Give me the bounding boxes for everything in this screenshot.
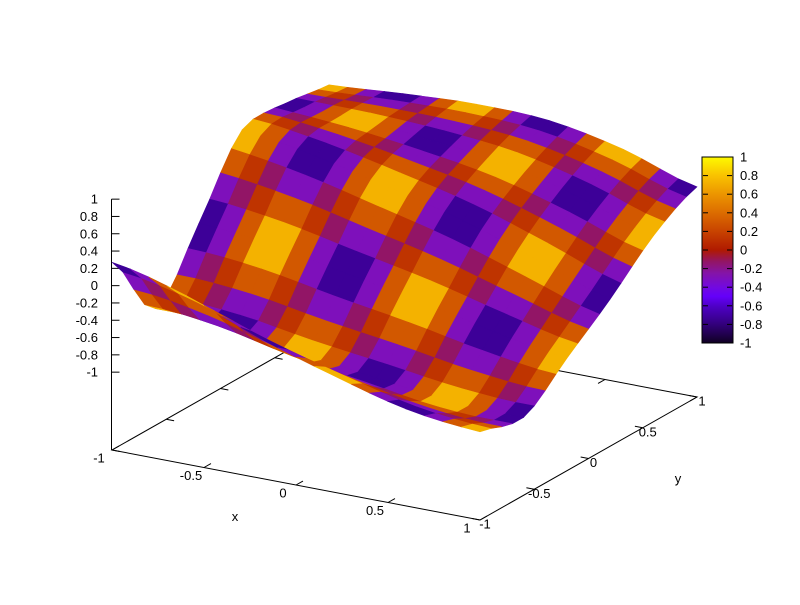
svg-text:0.4: 0.4 — [740, 205, 758, 220]
svg-text:-0.8: -0.8 — [740, 317, 762, 332]
svg-text:1: 1 — [740, 150, 747, 165]
svg-text:0: 0 — [590, 455, 597, 470]
svg-text:0.4: 0.4 — [80, 244, 98, 259]
svg-text:1: 1 — [463, 521, 470, 536]
colorbar: 1 0.8 0.6 0.4 0.2 0 -0.2 -0.4 -0.6 -0.8 -1 — [701, 150, 762, 351]
svg-text:0.5: 0.5 — [366, 503, 384, 518]
svg-text:-1: -1 — [93, 451, 105, 466]
x-axis-title: x — [232, 509, 239, 524]
svg-text:0.2: 0.2 — [740, 224, 758, 239]
base-border-and-ticks — [110, 326, 699, 521]
svg-text:0: 0 — [91, 278, 98, 293]
svg-text:-0.5: -0.5 — [528, 486, 550, 501]
svg-text:0: 0 — [740, 243, 747, 258]
svg-text:1: 1 — [91, 192, 98, 207]
svg-text:-0.5: -0.5 — [180, 468, 202, 483]
pm3d-surface — [111, 84, 698, 433]
svg-text:-0.6: -0.6 — [740, 298, 762, 313]
svg-text:-0.4: -0.4 — [76, 313, 98, 328]
svg-text:-0.4: -0.4 — [740, 280, 762, 295]
svg-text:-0.2: -0.2 — [740, 261, 762, 276]
svg-text:0.8: 0.8 — [740, 168, 758, 183]
svg-text:-1: -1 — [86, 365, 98, 380]
y-axis-title: y — [675, 471, 682, 486]
svg-text:-1: -1 — [740, 336, 752, 351]
svg-text:0.8: 0.8 — [80, 209, 98, 224]
svg-text:-0.8: -0.8 — [76, 347, 98, 362]
svg-text:0: 0 — [279, 486, 286, 501]
svg-text:0.5: 0.5 — [639, 424, 657, 439]
svg-text:-0.6: -0.6 — [76, 330, 98, 345]
svg-text:0.6: 0.6 — [740, 187, 758, 202]
axis-tick-labels: -1 -0.5 0 0.5 1 -1 -0.5 0 0.5 1 — [93, 394, 705, 536]
svg-text:1: 1 — [698, 394, 705, 409]
svg-text:-1: -1 — [479, 517, 491, 532]
svg-text:0.6: 0.6 — [80, 226, 98, 241]
z-axis: 1 0.8 0.6 0.4 0.2 0 -0.2 -0.4 -0.6 -0.8 -1 — [76, 192, 120, 450]
svg-text:0.2: 0.2 — [80, 261, 98, 276]
svg-text:-0.2: -0.2 — [76, 295, 98, 310]
